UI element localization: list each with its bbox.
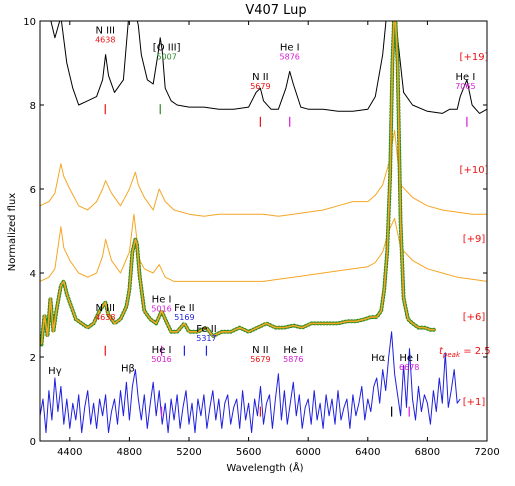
annotation-1: [O III]5007: [153, 42, 181, 61]
x-axis-label: Wavelength (Å): [226, 461, 303, 474]
y-axis-label: Normalized flux: [7, 193, 18, 272]
tpeak-value: = 2.5: [460, 346, 491, 357]
annotation-ion-15: Hα: [371, 353, 386, 364]
tpeak-symbol: t: [439, 346, 444, 357]
annotation-ion-0: N III: [96, 26, 116, 37]
annotation-ion-7: Fe II: [174, 303, 194, 314]
annotation-ion-14: Hβ: [121, 364, 135, 375]
annotation-wavelength-8: 5317: [196, 334, 216, 343]
annotation-ion-6: He I: [152, 294, 172, 305]
annotation-ion-8: Fe II: [196, 324, 216, 335]
traces-group: [40, 21, 487, 434]
x-tick-label-5: 6400: [355, 447, 380, 458]
tpeak-subscript: peak: [442, 351, 461, 359]
annotation-wavelength-3: 5876: [280, 52, 300, 61]
annotation-14: Hβ: [121, 364, 135, 375]
annotation-ion-1: [O III]: [153, 42, 181, 53]
annotation-ion-2: N II: [252, 72, 269, 83]
x-tick-label-2: 5200: [176, 447, 201, 458]
series-line-1: [40, 129, 487, 217]
annotation-wavelength-4: 7065: [455, 82, 475, 91]
annotation-ion-5: N III: [96, 303, 116, 314]
annotation-wavelength-0: 4638: [95, 36, 115, 45]
annotation-ion-10: N II: [252, 345, 269, 356]
y-tick-label-1: 2: [30, 353, 36, 364]
annotation-wavelength-9: 5016: [151, 355, 171, 364]
annotation-ion-11: He I: [283, 345, 303, 356]
x-tick-label-1: 4800: [117, 447, 142, 458]
series-label-4: [+1]: [463, 397, 486, 408]
series-line-4: [40, 331, 461, 434]
series-line-3: [40, 21, 435, 345]
annotation-wavelength-11: 5876: [283, 355, 303, 364]
series-markers-3: [40, 21, 437, 347]
series-label-1: [+10]: [460, 165, 489, 176]
x-tick-label-3: 5600: [236, 447, 261, 458]
annotation-ion-9: He I: [152, 345, 172, 356]
series-line-2: [40, 213, 487, 282]
annotation-wavelength-10: 5679: [250, 355, 270, 364]
x-tick-label-6: 6800: [415, 447, 440, 458]
y-tick-label-3: 6: [30, 185, 36, 196]
y-tick-label-4: 8: [30, 101, 36, 112]
series-line-0: [50, 21, 487, 114]
series-label-2: [+9]: [463, 234, 486, 245]
y-tick-label-2: 4: [30, 269, 36, 280]
annotation-ion-12: He I: [399, 353, 419, 364]
annotation-ion-4: He I: [455, 72, 475, 83]
annotation-wavelength-12: 6678: [399, 363, 419, 372]
x-tick-label-7: 7200: [474, 447, 499, 458]
annotation-wavelength-2: 5679: [250, 82, 270, 91]
series-label-3: [+6]: [463, 312, 486, 323]
plot-frame: [39, 20, 488, 442]
series-label-0: [+19]: [460, 52, 489, 63]
annotation-wavelength-1: 5007: [156, 52, 176, 61]
x-tick-label-4: 6000: [295, 447, 320, 458]
chart-title: V407 Lup: [245, 3, 306, 18]
annotation-13: Hγ: [48, 366, 62, 377]
annotation-15: Hα: [371, 353, 386, 364]
y-tick-label-5: 10: [23, 17, 36, 28]
annotation-ion-3: He I: [280, 42, 300, 53]
annotation-wavelength-6: 5016: [151, 304, 171, 313]
annotation-ion-13: Hγ: [48, 366, 62, 377]
x-tick-label-0: 4400: [57, 447, 82, 458]
y-tick-label-0: 0: [30, 437, 36, 448]
annotation-wavelength-7: 5169: [174, 313, 194, 322]
tpeak-label: tpeak = 2.5: [439, 346, 491, 359]
annotation-wavelength-5: 4638: [95, 313, 115, 322]
